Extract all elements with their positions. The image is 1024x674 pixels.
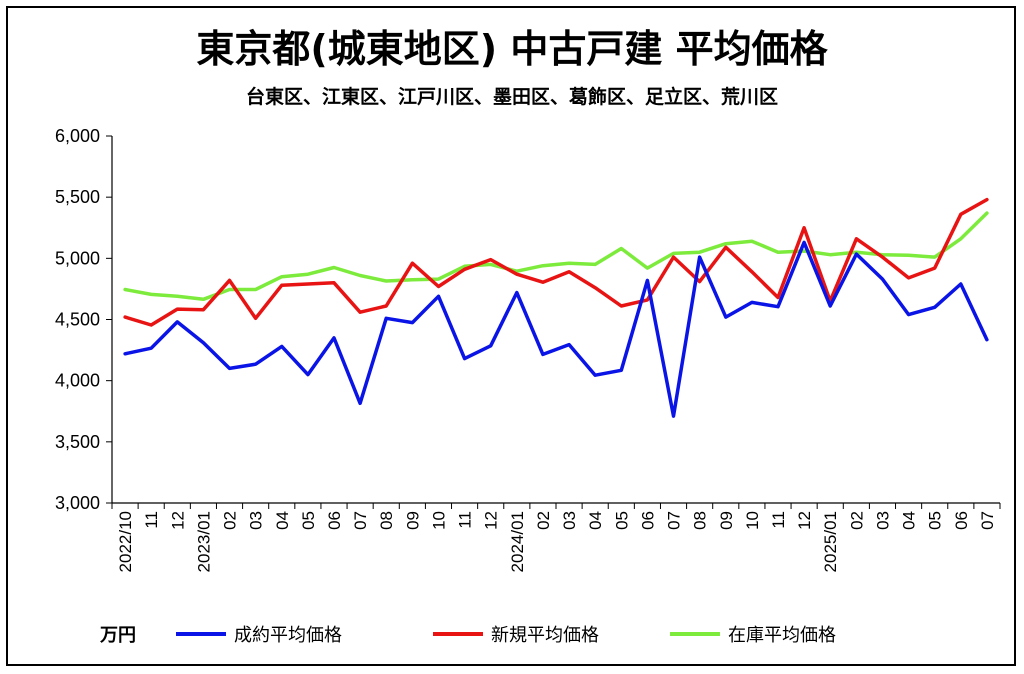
x-tick-label: 06	[952, 511, 971, 530]
chart-title: 東京都(城東地区) 中古戸建 平均価格	[196, 27, 828, 71]
y-tick-label: 4,000	[55, 371, 100, 391]
x-tick-label: 02	[534, 511, 553, 530]
series-line-2	[123, 211, 989, 302]
x-tick-label: 12	[482, 511, 501, 530]
x-tick-label: 2024/01	[508, 511, 527, 572]
x-tick-label: 06	[638, 511, 657, 530]
x-tick-label: 03	[560, 511, 579, 530]
x-tick-label: 07	[665, 511, 684, 530]
x-tick-label: 11	[142, 511, 161, 529]
x-tick-label: 02	[847, 511, 866, 530]
y-tick-label: 5,500	[55, 187, 100, 207]
x-tick-label: 05	[926, 511, 945, 530]
x-tick-label: 2025/01	[821, 511, 840, 572]
unit-label: 万円	[99, 625, 136, 646]
y-tick-label: 6,000	[55, 126, 100, 146]
y-tick-label: 3,500	[55, 432, 100, 452]
x-tick-label: 06	[325, 511, 344, 530]
series-lines	[123, 197, 989, 418]
x-tick-label: 10	[743, 511, 762, 530]
x-tick-label: 03	[873, 511, 892, 530]
x-tick-label: 04	[900, 511, 919, 530]
x-tick-label: 12	[168, 511, 187, 530]
x-tick-label: 08	[377, 511, 396, 530]
legend-label-1: 新規平均価格	[491, 625, 599, 646]
x-tick-labels: 2022/10 11 12 2023/01 02 03 04 05 06 07 08 09 10 11 12…	[116, 511, 997, 572]
x-tick-label: 02	[221, 511, 240, 530]
chart-subtitle: 台東区、江東区、江戸川区、墨田区、葛飾区、足立区、荒川区	[246, 85, 778, 108]
x-tick-label: 2022/10	[116, 511, 135, 572]
x-tick-label: 07	[978, 511, 997, 530]
x-tick-label: 07	[351, 511, 370, 530]
x-tick-label: 11	[769, 511, 788, 529]
x-tick-label: 2023/01	[194, 511, 213, 572]
x-tick-label: 05	[299, 511, 318, 530]
chart-frame	[6, 6, 1016, 666]
axes	[106, 135, 1001, 509]
x-tick-label: 08	[691, 511, 710, 530]
x-tick-label: 09	[717, 511, 736, 530]
y-tick-label: 4,500	[55, 310, 100, 330]
x-tick-label: 10	[429, 511, 448, 530]
x-tick-label: 11	[456, 511, 475, 529]
y-tick-labels: 3,000 3,500 4,000 4,500 5,000 5,500 6,000	[55, 126, 100, 513]
x-tick-label: 12	[795, 511, 814, 530]
x-tick-label: 03	[247, 511, 266, 530]
y-tick-label: 3,000	[55, 493, 100, 513]
x-tick-label: 09	[403, 511, 422, 530]
x-tick-label: 05	[612, 511, 631, 530]
legend-label-2: 在庫平均価格	[728, 625, 836, 646]
legend-label-0: 成約平均価格	[234, 625, 342, 646]
y-tick-label: 5,000	[55, 248, 100, 268]
x-tick-label: 04	[586, 511, 605, 530]
series-line-0	[123, 240, 989, 418]
legend: 万円 成約平均価格 新規平均価格 在庫平均価格	[99, 625, 836, 646]
x-tick-label: 04	[273, 511, 292, 530]
series-line-1	[123, 197, 989, 327]
